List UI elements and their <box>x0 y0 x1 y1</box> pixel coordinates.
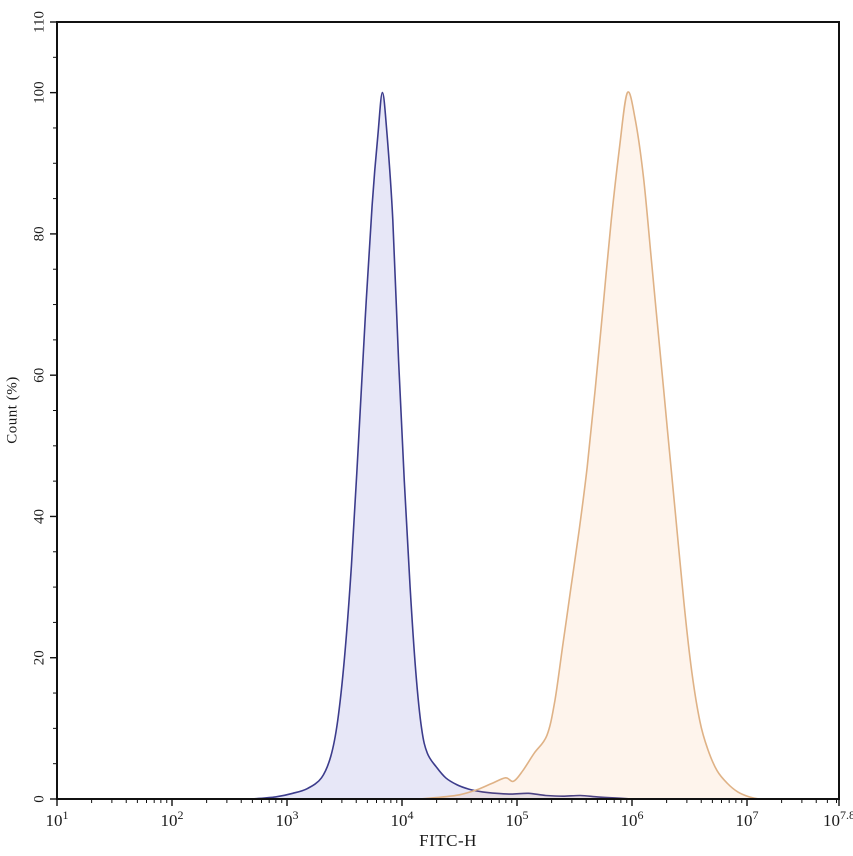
y-tick-label: 80 <box>31 226 47 241</box>
orange-peak-curve <box>419 91 759 800</box>
x-tick-label: 104 <box>391 808 414 830</box>
x-tick-label: 106 <box>621 808 644 830</box>
x-tick-label: 107.8 <box>823 808 853 830</box>
x-tick-label: 102 <box>161 808 184 830</box>
y-tick-label: 100 <box>31 81 47 104</box>
x-tick-label: 105 <box>506 808 529 830</box>
blue-peak-curve <box>252 91 633 800</box>
y-tick-label: 40 <box>31 509 47 524</box>
x-tick-label: 103 <box>276 808 299 830</box>
x-tick-label: 101 <box>46 808 69 830</box>
y-tick-label: 20 <box>31 650 47 665</box>
y-tick-label: 110 <box>31 11 47 33</box>
x-tick-label: 107 <box>736 808 759 830</box>
plot-frame <box>56 21 840 800</box>
x-axis-title: FITC-H <box>419 831 477 850</box>
orange-peak-fill <box>419 91 759 800</box>
y-axis-title: Count (%) <box>4 376 21 444</box>
y-tick-label: 60 <box>31 368 47 383</box>
y-tick-label: 0 <box>31 795 47 803</box>
